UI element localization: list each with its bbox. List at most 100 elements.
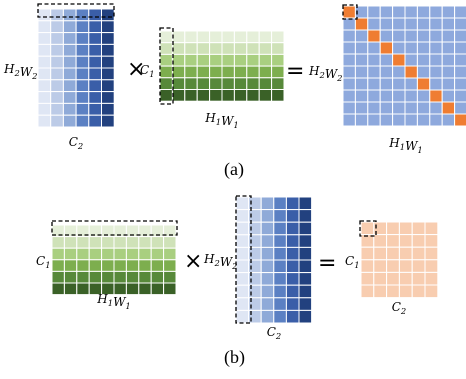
key-b-cell — [260, 259, 275, 274]
result-a-cell — [367, 17, 381, 31]
query-b-cell — [150, 282, 165, 296]
key-a-cell — [37, 8, 52, 22]
key-b-cell — [260, 196, 275, 211]
query-b-cell — [101, 247, 115, 261]
result-a-cell — [429, 41, 443, 55]
query-b-cell — [138, 247, 152, 261]
result-b-cell — [411, 246, 426, 261]
result-a-cell-selection — [342, 4, 358, 20]
result-a-cell — [367, 41, 381, 55]
result-a-cell — [404, 29, 418, 43]
result-b-cell-selection — [359, 220, 377, 237]
result-a-cell — [454, 5, 466, 19]
result-a-cell — [354, 101, 369, 115]
result-a-cell — [416, 29, 431, 43]
result-b-cell — [411, 259, 426, 273]
query-b-cell — [150, 259, 165, 272]
result-a-cell — [342, 89, 356, 103]
result-b-cell — [386, 284, 400, 299]
key-a-cell — [75, 55, 90, 69]
query-b-cell — [125, 270, 140, 284]
result-a-cell — [342, 65, 356, 79]
key-b-cell — [260, 297, 275, 311]
result-a-cell — [367, 53, 381, 67]
key-a-cell — [101, 91, 115, 104]
row-label-a-mid: C1 — [140, 63, 155, 79]
times-operator-a: × — [127, 57, 145, 82]
query-b-cell — [76, 259, 90, 272]
result-a-cell — [392, 53, 406, 67]
result-a-cell — [441, 65, 456, 79]
query-b-cell — [113, 270, 127, 284]
query-a-cell — [184, 89, 198, 102]
key-a-cell — [88, 79, 103, 93]
key-b-cell — [285, 259, 300, 274]
query-a-cell — [221, 53, 235, 67]
query-b-cell — [63, 247, 78, 261]
key-a-cell — [62, 43, 77, 57]
key-a-cell — [101, 20, 115, 34]
query-b-cell — [88, 236, 103, 249]
query-b-cell — [76, 247, 90, 261]
query-a-cell — [271, 42, 285, 55]
query-b-cell — [138, 236, 152, 249]
key-b-cell — [298, 284, 313, 299]
result-a-cell — [454, 113, 466, 127]
result-b-cell — [373, 246, 388, 261]
result-a-cell — [379, 41, 394, 55]
key-b-cell — [298, 209, 313, 223]
query-a-cell — [271, 77, 285, 91]
panel-a-key-matrix — [37, 3, 115, 128]
key-b-cell — [298, 246, 313, 261]
row-label-b-result: C1 — [345, 254, 360, 270]
key-a-cell — [50, 102, 64, 116]
key-a-cell — [62, 67, 77, 81]
key-a-cell — [101, 102, 115, 116]
query-a-cell — [184, 42, 198, 55]
result-a-cell — [429, 77, 443, 91]
key-b-cell — [298, 221, 313, 236]
result-a-cell — [342, 113, 356, 127]
query-b-cell — [88, 270, 103, 284]
query-b-cell — [63, 259, 78, 272]
result-a-cell — [416, 53, 431, 67]
result-a-cell — [416, 5, 431, 19]
query-a-cell — [196, 77, 211, 91]
result-a-cell — [392, 77, 406, 91]
query-a-cell — [209, 65, 223, 79]
result-b-cell — [411, 284, 426, 299]
result-b-cell — [386, 259, 400, 273]
query-a-cell — [171, 30, 186, 44]
query-a-cell — [258, 30, 273, 44]
key-a-cell — [88, 91, 103, 104]
result-a-cell — [354, 89, 369, 103]
result-a-cell — [441, 41, 456, 55]
result-a-cell — [429, 101, 443, 115]
key-a-cell — [37, 91, 52, 104]
key-b-cell — [285, 246, 300, 261]
result-a-cell — [404, 65, 418, 79]
query-b-cell — [125, 247, 140, 261]
query-a-cell — [159, 53, 173, 67]
key-b-cell — [260, 234, 275, 248]
query-a-cell — [171, 53, 186, 67]
result-a-cell — [354, 17, 369, 31]
query-a-cell — [221, 42, 235, 55]
key-a-cell — [75, 67, 90, 81]
query-a-cell — [159, 30, 173, 44]
result-a-cell — [392, 89, 406, 103]
query-a-cell — [221, 77, 235, 91]
query-b-cell — [51, 259, 65, 272]
key-b-cell — [285, 284, 300, 299]
caption-a: (a) — [224, 159, 244, 180]
key-b-cell — [235, 297, 250, 311]
query-b-cell — [163, 236, 177, 249]
query-b-cell — [88, 259, 103, 272]
query-b-cell — [150, 247, 165, 261]
query-a-cell — [271, 30, 285, 44]
result-b-cell — [424, 271, 439, 286]
result-a-cell — [392, 5, 406, 19]
key-a-cell — [37, 79, 52, 93]
key-b-cell — [298, 309, 313, 324]
result-a-cell — [354, 77, 369, 91]
